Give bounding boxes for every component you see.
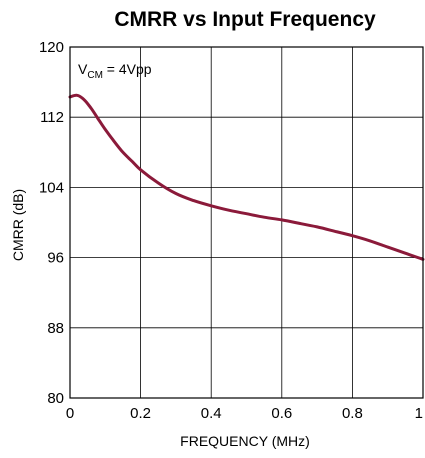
y-axis-label: CMRR (dB): [10, 189, 26, 261]
x-tick-label: 0.2: [130, 405, 151, 422]
grid: [69, 46, 424, 399]
plot-frame: [69, 46, 424, 399]
y-tick-label: 112: [40, 109, 64, 126]
y-tick-label: 104: [39, 179, 64, 196]
y-tick-label: 80: [47, 390, 64, 407]
x-tick-labels: 0 0.2 0.4 0.6 0.8 1: [66, 405, 423, 422]
x-tick-label: 0.6: [271, 405, 292, 422]
vcm-annotation-base: V: [78, 61, 88, 77]
cmrr-series-line: [68, 93, 425, 261]
series: [68, 93, 425, 261]
vcm-annotation-subscript: CM: [87, 70, 103, 81]
y-tick-label: 120: [39, 39, 64, 56]
y-tick-label: 88: [47, 320, 64, 337]
chart-title: CMRR vs Input Frequency: [114, 8, 376, 31]
x-axis-label: FREQUENCY (MHz): [180, 433, 310, 449]
x-tick-label: 0.8: [342, 405, 363, 422]
y-tick-labels: 80 88 96 104 112 120: [39, 39, 64, 407]
x-tick-label: 0: [66, 405, 74, 422]
vcm-annotation-rest: = 4Vpp: [103, 61, 152, 77]
x-tick-label: 0.4: [201, 405, 222, 422]
y-tick-label: 96: [47, 250, 64, 267]
vcm-annotation: VCM = 4Vpp: [78, 61, 152, 81]
x-tick-label: 1: [415, 405, 423, 422]
